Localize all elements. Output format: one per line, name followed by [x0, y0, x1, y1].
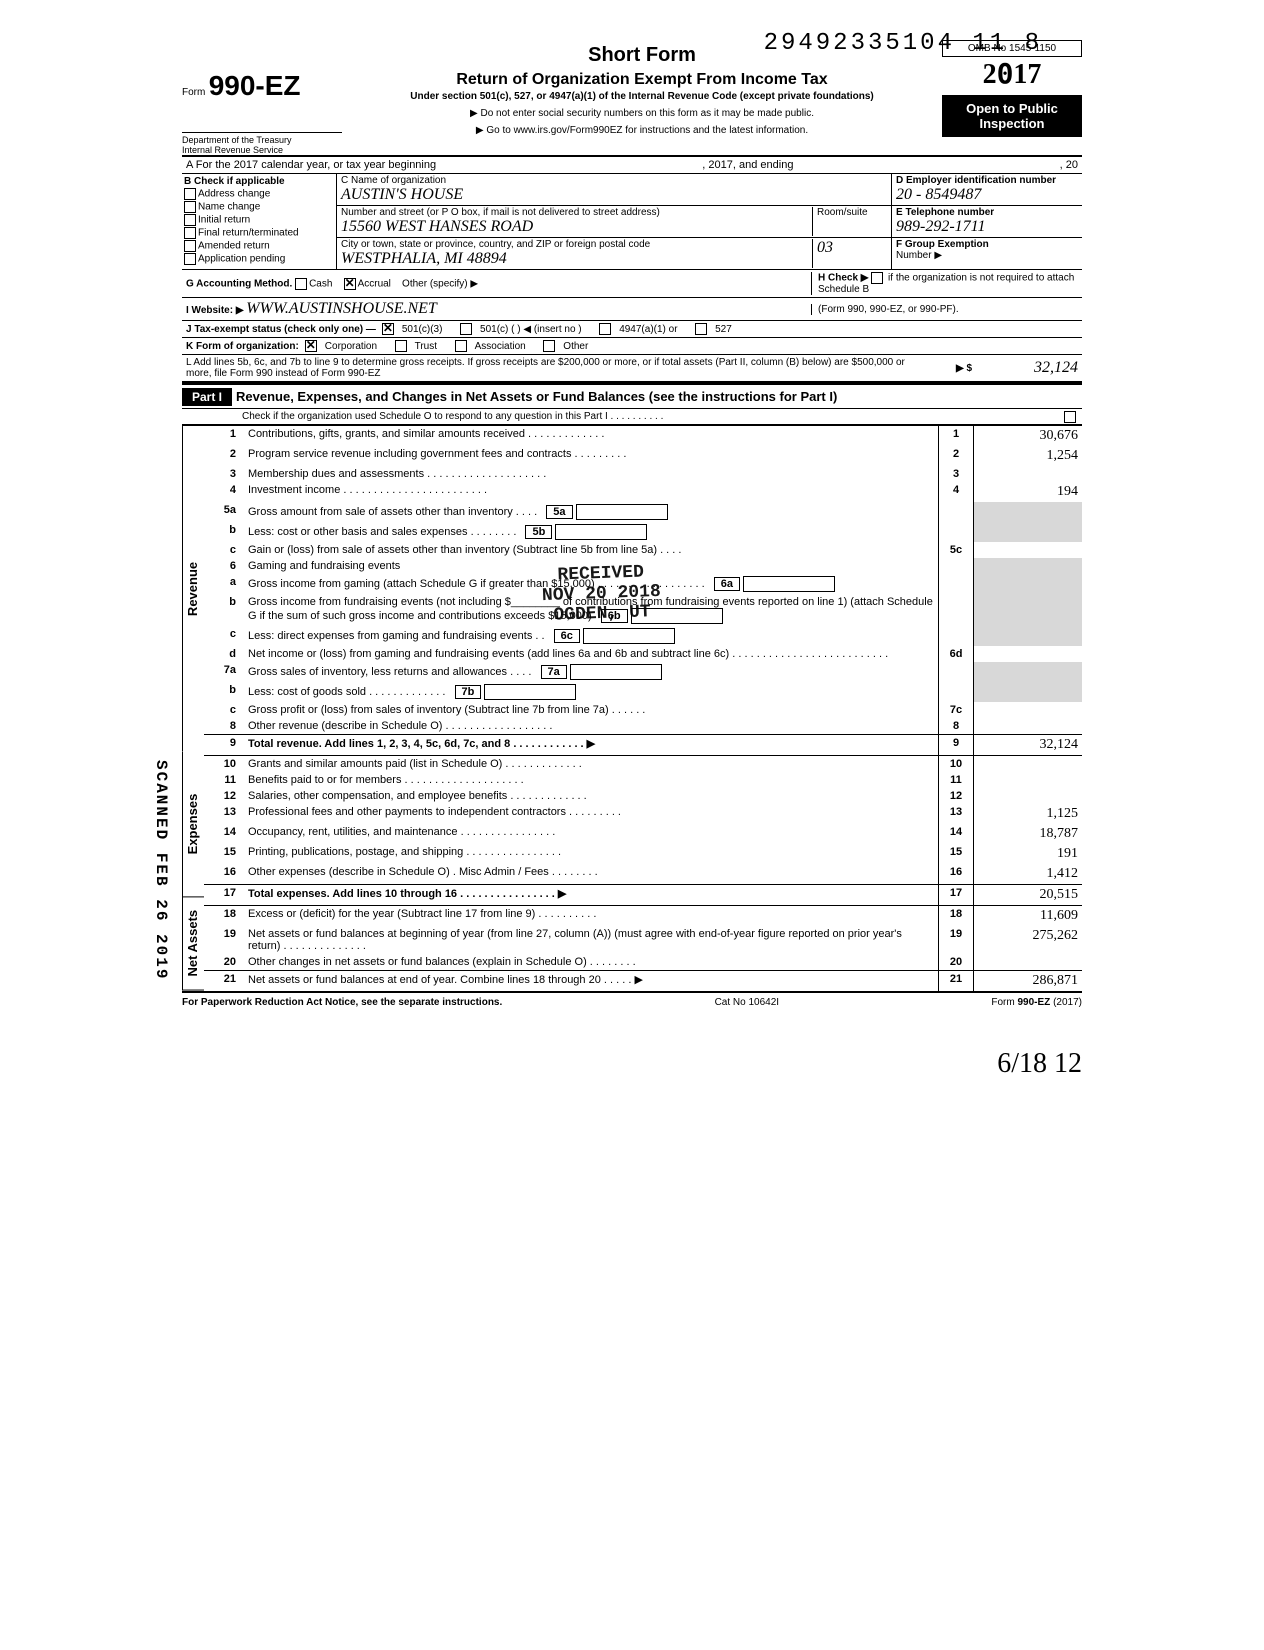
- footer-right: Form 990-EZ (2017): [991, 997, 1082, 1008]
- part1-title: Revenue, Expenses, and Changes in Net As…: [232, 385, 1082, 408]
- l-amount: 32,124: [978, 359, 1078, 377]
- org-city: WESTPHALIA, MI 48894: [341, 250, 812, 268]
- page-footer: For Paperwork Reduction Act Notice, see …: [182, 991, 1082, 1008]
- f-label: F Group Exemption: [896, 239, 1078, 250]
- chk-cash[interactable]: [295, 278, 307, 290]
- chk-pending[interactable]: Application pending: [184, 253, 334, 265]
- chk-501c[interactable]: [460, 323, 472, 335]
- i-label: I Website: ▶: [186, 305, 244, 316]
- c-name-label: C Name of organization: [341, 175, 887, 186]
- col-b: B Check if applicable Address change Nam…: [182, 174, 337, 269]
- k-label: K Form of organization:: [186, 341, 299, 352]
- chk-527[interactable]: [695, 323, 707, 335]
- received-stamp: RECEIVED NOV 20 2018 OGDEN, UT: [541, 563, 662, 627]
- form-header: Form 990-EZ Department of the Treasury I…: [182, 40, 1082, 156]
- form-page: SCANNED FEB 26 2019 29492335104 11 8 For…: [182, 40, 1082, 1080]
- chk-initial[interactable]: Initial return: [184, 214, 334, 226]
- tax-year: 20201717: [942, 57, 1082, 91]
- row-i: I Website: ▶ WWW.AUSTINSHOUSE.NET (Form …: [182, 298, 1082, 321]
- warn-ssn: ▶ Do not enter social security numbers o…: [352, 108, 932, 119]
- side-revenue: Revenue: [182, 426, 204, 751]
- phone: 989-292-1711: [896, 218, 1078, 236]
- form-prefix: Form: [182, 87, 205, 98]
- warn-url: ▶ Go to www.irs.gov/Form990EZ for instru…: [352, 125, 932, 136]
- chk-amended[interactable]: Amended return: [184, 240, 334, 252]
- org-street: 15560 WEST HANSES ROAD: [341, 218, 812, 236]
- ein: 20 - 8549487: [896, 186, 1078, 204]
- g-label: G Accounting Method.: [186, 278, 292, 289]
- form-number-block: Form 990-EZ Department of the Treasury I…: [182, 40, 342, 155]
- col-c: C Name of organization AUSTIN'S HOUSE Nu…: [337, 174, 892, 269]
- c-room-label: Room/suite: [817, 207, 887, 218]
- part1-tag: Part I: [182, 388, 232, 406]
- main-grid: Revenue Expenses Net Assets 1Contributio…: [182, 425, 1082, 991]
- d-label: D Employer identification number: [896, 175, 1078, 186]
- lines-table: 1Contributions, gifts, grants, and simil…: [204, 426, 1082, 991]
- lines-body: 1Contributions, gifts, grants, and simil…: [204, 426, 1082, 991]
- b-header: B Check if applicable: [184, 176, 334, 187]
- chk-h[interactable]: [871, 272, 883, 284]
- chk-schedO[interactable]: [1064, 411, 1076, 423]
- return-title: Return of Organization Exempt From Incom…: [352, 71, 932, 89]
- org-room: 03: [817, 239, 887, 257]
- part1-header: Part I Revenue, Expenses, and Changes in…: [182, 383, 1082, 409]
- dept-treasury: Department of the Treasury: [182, 132, 342, 145]
- under-section: Under section 501(c), 527, or 4947(a)(1)…: [352, 91, 932, 102]
- h-label: H Check ▶: [818, 273, 868, 284]
- l-text: L Add lines 5b, 6c, and 7b to line 9 to …: [186, 357, 926, 379]
- chk-final[interactable]: Final return/terminated: [184, 227, 334, 239]
- website: WWW.AUSTINSHOUSE.NET: [246, 300, 437, 317]
- scanned-stamp: SCANNED FEB 26 2019: [152, 760, 170, 980]
- chk-4947[interactable]: [599, 323, 611, 335]
- row-a-mid: , 2017, and ending: [702, 159, 793, 171]
- open-public: Open to Public Inspection: [942, 95, 1082, 137]
- row-l: L Add lines 5b, 6c, and 7b to line 9 to …: [182, 355, 1082, 383]
- row-a-right: , 20: [1060, 159, 1078, 171]
- chk-trust[interactable]: [395, 340, 407, 352]
- bottom-handwriting: 6/18 12: [182, 1048, 1082, 1080]
- footer-left: For Paperwork Reduction Act Notice, see …: [182, 997, 502, 1008]
- footer-mid: Cat No 10642I: [715, 997, 780, 1008]
- chk-namechg[interactable]: Name change: [184, 201, 334, 213]
- chk-corp[interactable]: [305, 340, 317, 352]
- dept-irs: Internal Revenue Service: [182, 145, 342, 155]
- e-label: E Telephone number: [896, 207, 1078, 218]
- tracking-number: 29492335104 11 8: [764, 30, 1042, 57]
- row-k: K Form of organization: Corporation Trus…: [182, 338, 1082, 355]
- form-number: 990-EZ: [209, 70, 301, 101]
- chk-501c3[interactable]: [382, 323, 394, 335]
- section-bcdef: B Check if applicable Address change Nam…: [182, 174, 1082, 270]
- col-de: D Employer identification number 20 - 85…: [892, 174, 1082, 269]
- chk-other[interactable]: [543, 340, 555, 352]
- c-city-label: City or town, state or province, country…: [341, 239, 812, 250]
- side-expenses: Expenses: [182, 751, 204, 897]
- part1-check: Check if the organization used Schedule …: [182, 409, 1082, 425]
- row-gh: G Accounting Method. Cash Accrual Other …: [182, 270, 1082, 298]
- org-name: AUSTIN'S HOUSE: [341, 186, 887, 204]
- side-labels: Revenue Expenses Net Assets: [182, 426, 204, 991]
- h-text2: (Form 990, 990-EZ, or 990-PF).: [818, 304, 959, 315]
- j-label: J Tax-exempt status (check only one) —: [186, 324, 376, 335]
- row-a-left: A For the 2017 calendar year, or tax yea…: [186, 159, 436, 171]
- c-street-label: Number and street (or P O box, if mail i…: [341, 207, 812, 218]
- chk-assoc[interactable]: [455, 340, 467, 352]
- chk-accrual[interactable]: [344, 278, 356, 290]
- side-netassets: Net Assets: [182, 897, 204, 991]
- row-j: J Tax-exempt status (check only one) — 5…: [182, 321, 1082, 338]
- chk-address[interactable]: Address change: [184, 188, 334, 200]
- f-label2: Number ▶: [896, 250, 1078, 261]
- l-arrow: ▶ $: [932, 363, 972, 374]
- row-a: A For the 2017 calendar year, or tax yea…: [182, 156, 1082, 174]
